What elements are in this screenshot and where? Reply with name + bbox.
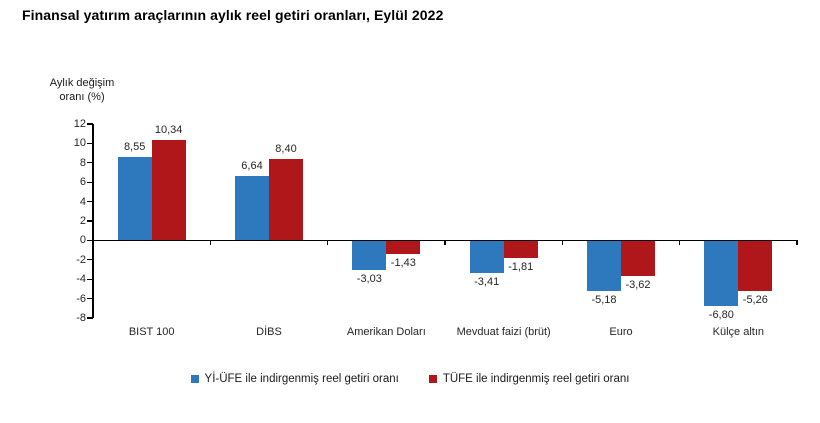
y-tick-mark bbox=[87, 317, 93, 319]
bar-s1-c1 bbox=[269, 158, 303, 241]
legend-item-1: TÜFE ile indirgenmiş reel getiri oranı bbox=[428, 373, 630, 385]
chart-title: Finansal yatırım araçlarının aylık reel … bbox=[22, 7, 444, 23]
category-label-c0: BIST 100 bbox=[128, 326, 175, 338]
legend-swatch-icon bbox=[190, 375, 199, 383]
value-label-s1-c5: -5,26 bbox=[742, 294, 768, 307]
value-label-s1-c0: 10,34 bbox=[154, 124, 183, 137]
bar-s1-c5 bbox=[738, 240, 773, 292]
value-label-s1-c4: -3,62 bbox=[625, 278, 651, 291]
value-label-s0-c5: -6,80 bbox=[708, 309, 734, 322]
value-label-s0-c1: 6,64 bbox=[241, 159, 263, 172]
legend-swatch-icon bbox=[428, 375, 437, 383]
y-tick-label: -4 bbox=[76, 273, 86, 286]
y-tick-mark bbox=[87, 239, 93, 241]
x-tick-mark bbox=[327, 240, 329, 246]
x-tick-mark bbox=[561, 240, 563, 246]
x-tick-mark bbox=[679, 240, 681, 246]
legend-item-0: Yİ-ÜFE ile indirgenmiş reel getiri oranı bbox=[190, 373, 399, 385]
y-tick-mark bbox=[87, 181, 93, 183]
bar-s0-c1 bbox=[235, 175, 269, 241]
value-label-s1-c2: -1,43 bbox=[390, 257, 416, 270]
y-tick-label: -2 bbox=[76, 253, 86, 266]
y-tick-mark bbox=[87, 220, 93, 222]
y-tick-label: -8 bbox=[76, 312, 86, 324]
x-axis-line bbox=[92, 239, 798, 242]
bar-s0-c4 bbox=[587, 240, 621, 291]
x-tick-mark bbox=[796, 240, 798, 246]
value-label-s1-c1: 8,40 bbox=[275, 142, 297, 155]
y-tick-label: 4 bbox=[79, 195, 86, 208]
bar-s1-c2 bbox=[386, 240, 421, 255]
y-axis-title: Aylık değişim oranı (%) bbox=[26, 76, 138, 104]
y-tick-mark bbox=[87, 162, 93, 164]
category-label-c4: Euro bbox=[609, 326, 633, 338]
y-tick-mark bbox=[87, 142, 93, 144]
y-tick-mark bbox=[87, 278, 93, 280]
x-tick-mark bbox=[444, 240, 446, 246]
bar-s1-c0 bbox=[151, 140, 186, 241]
bar-s0-c2 bbox=[352, 240, 387, 270]
bar-s1-c4 bbox=[621, 240, 655, 276]
y-tick-label: 0 bbox=[79, 234, 86, 247]
bar-s0-c0 bbox=[117, 157, 152, 241]
y-tick-mark bbox=[87, 259, 93, 261]
bar-s0-c3 bbox=[469, 240, 504, 274]
value-label-s0-c4: -5,18 bbox=[591, 293, 617, 306]
y-tick-mark bbox=[87, 123, 93, 125]
category-label-c3: Mevduat faizi (brüt) bbox=[456, 326, 551, 338]
category-label-c1: DİBS bbox=[256, 326, 282, 338]
bar-s1-c3 bbox=[503, 240, 538, 258]
value-label-s0-c2: -3,03 bbox=[356, 272, 382, 285]
y-axis-title-line1: Aylık değişim bbox=[49, 77, 115, 89]
y-tick-label: 6 bbox=[79, 176, 86, 189]
y-tick-label: 10 bbox=[73, 137, 86, 150]
bar-s0-c5 bbox=[704, 240, 739, 307]
y-tick-label: 2 bbox=[79, 215, 86, 227]
value-label-s1-c3: -1,81 bbox=[508, 260, 534, 273]
y-tick-label: 8 bbox=[79, 156, 86, 169]
legend-label: Yİ-ÜFE ile indirgenmiş reel getiri oranı bbox=[204, 373, 399, 385]
y-axis-line bbox=[92, 124, 94, 318]
chart-legend: Yİ-ÜFE ile indirgenmiş reel getiri oranı… bbox=[0, 373, 820, 385]
x-tick-mark bbox=[209, 240, 211, 246]
y-tick-mark bbox=[87, 298, 93, 300]
y-tick-label: -6 bbox=[76, 292, 86, 305]
category-label-c5: Külçe altın bbox=[712, 326, 765, 338]
category-label-c2: Amerikan Doları bbox=[346, 326, 426, 338]
legend-label: TÜFE ile indirgenmiş reel getiri oranı bbox=[442, 373, 630, 385]
value-label-s0-c0: 8,55 bbox=[123, 141, 146, 154]
value-label-s0-c3: -3,41 bbox=[474, 276, 500, 289]
y-axis-title-line2: oranı (%) bbox=[59, 91, 105, 103]
y-tick-mark bbox=[87, 201, 93, 203]
y-tick-label: 12 bbox=[73, 118, 86, 130]
